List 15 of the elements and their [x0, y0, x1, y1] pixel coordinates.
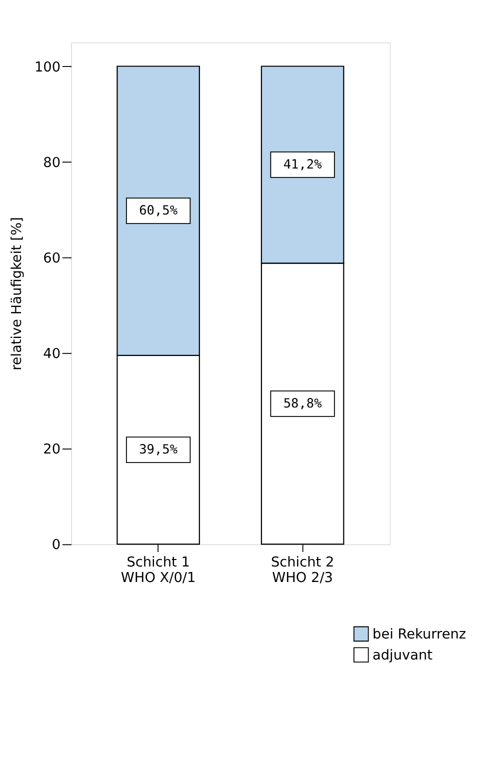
y-tick-label: 80 — [43, 154, 61, 171]
y-tick-label: 40 — [43, 346, 61, 362]
data-label: 58,8% — [283, 396, 322, 412]
data-label: 39,5% — [139, 442, 178, 458]
data-label: 60,5% — [139, 203, 178, 218]
x-tick-label: Schicht 2 WHO 2/3 — [270, 554, 334, 586]
x-tick-label: Schicht 1 WHO X/0/1 — [120, 554, 196, 586]
legend-label: bei Rekurrenz — [372, 626, 466, 642]
y-tick-label: 100 — [34, 59, 61, 76]
y-tick-label: 0 — [52, 537, 61, 554]
y-tick-label: 60 — [43, 250, 61, 266]
legend-label: adjuvant — [372, 647, 434, 664]
data-label: 41,2% — [283, 157, 322, 172]
y-axis-title: relative Häufigkeit [%] — [8, 217, 25, 370]
y-tick-label: 20 — [43, 442, 61, 458]
